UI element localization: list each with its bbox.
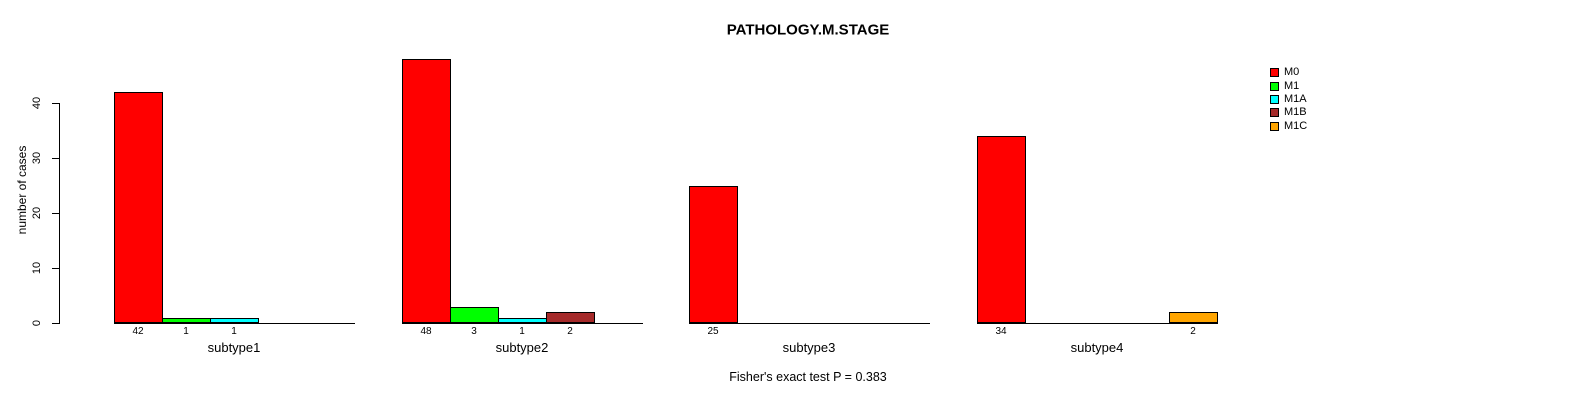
x-axis-baseline — [402, 323, 643, 324]
legend-swatch-M0 — [1270, 68, 1279, 78]
bar-value-label: 48 — [420, 326, 432, 337]
y-tick-label: 40 — [31, 96, 43, 110]
bar-value-label: 25 — [707, 326, 719, 337]
legend-label: M1B — [1284, 106, 1307, 119]
group-label-subtype2: subtype2 — [495, 340, 549, 355]
bar-value-label: 34 — [995, 326, 1007, 337]
bar-subtype2-M1B — [546, 312, 595, 323]
legend: M0 M1 M1A M1B M1C — [1270, 66, 1307, 133]
legend-label: M1A — [1284, 92, 1307, 105]
panel-subtype4: 34 2 subtype4 — [977, 0, 1219, 400]
x-axis-baseline — [689, 323, 930, 324]
bar-subtype4-M0 — [977, 136, 1026, 323]
y-tick-label: 20 — [31, 206, 43, 220]
y-tick-label: 0 — [31, 319, 43, 327]
fishers-test-caption: Fisher's exact test P = 0.383 — [729, 370, 887, 384]
legend-row-M1A: M1A — [1270, 93, 1307, 106]
y-axis-line — [59, 103, 60, 324]
bar-value-label: 2 — [567, 326, 573, 337]
bar-subtype2-M0 — [402, 59, 451, 323]
y-tick-label: 30 — [31, 151, 43, 165]
y-tick — [52, 213, 59, 214]
bar-value-label: 1 — [231, 326, 237, 337]
chart-title: PATHOLOGY.M.STAGE — [726, 21, 890, 39]
bar-subtype4-M1C — [1169, 312, 1218, 323]
panel-subtype3: 25 subtype3 — [689, 0, 931, 400]
y-tick — [52, 103, 59, 104]
y-axis-label: number of cases — [15, 145, 29, 235]
y-tick — [52, 158, 59, 159]
bar-subtype3-M0 — [689, 185, 738, 323]
legend-swatch-M1A — [1270, 94, 1279, 104]
bar-subtype1-M1 — [162, 317, 211, 323]
bar-subtype1-M0 — [114, 92, 163, 323]
bar-value-label: 42 — [132, 326, 144, 337]
legend-row-M0: M0 — [1270, 66, 1307, 79]
bar-value-label: 3 — [471, 326, 477, 337]
legend-row-M1: M1 — [1270, 79, 1307, 92]
legend-row-M1C: M1C — [1270, 120, 1307, 133]
bar-value-label: 1 — [519, 326, 525, 337]
bar-subtype2-M1A — [498, 317, 547, 323]
y-tick-label: 10 — [31, 261, 43, 275]
bar-value-label: 2 — [1190, 326, 1196, 337]
legend-swatch-M1B — [1270, 108, 1279, 118]
legend-label: M1C — [1284, 119, 1308, 132]
group-label-subtype3: subtype3 — [782, 340, 836, 355]
legend-label: M1 — [1284, 79, 1300, 92]
bar-subtype2-M1 — [450, 306, 499, 323]
legend-swatch-M1 — [1270, 81, 1279, 91]
legend-swatch-M1C — [1270, 121, 1279, 131]
bar-subtype1-M1A — [210, 317, 259, 323]
x-axis-baseline — [114, 323, 355, 324]
legend-label: M0 — [1284, 66, 1300, 79]
bar-value-label: 1 — [183, 326, 189, 337]
group-label-subtype4: subtype4 — [1070, 340, 1124, 355]
panel-subtype2: 48 3 1 2 subtype2 — [402, 0, 644, 400]
x-axis-baseline — [977, 323, 1218, 324]
group-label-subtype1: subtype1 — [207, 340, 261, 355]
y-tick — [52, 323, 59, 324]
panel-subtype1: 42 1 1 subtype1 — [114, 0, 356, 400]
y-tick — [52, 268, 59, 269]
legend-row-M1B: M1B — [1270, 106, 1307, 119]
